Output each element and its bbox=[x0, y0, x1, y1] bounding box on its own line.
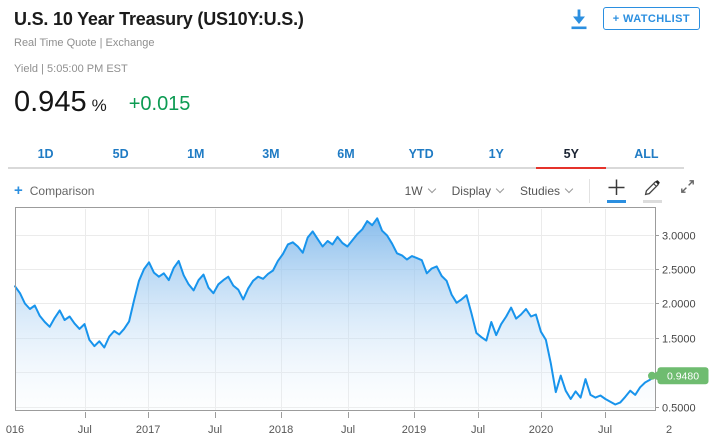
tab-6m[interactable]: 6M bbox=[308, 143, 383, 167]
fullscreen-button[interactable] bbox=[679, 178, 696, 203]
chevron-down-icon bbox=[495, 184, 505, 194]
price-row: 0.945 % +0.015 bbox=[14, 88, 190, 117]
draw-tool-button[interactable] bbox=[643, 178, 662, 203]
svg-text:Jul: Jul bbox=[78, 424, 92, 436]
svg-text:016: 016 bbox=[6, 424, 24, 436]
svg-text:0.5000: 0.5000 bbox=[662, 403, 696, 415]
plot-border bbox=[15, 207, 656, 411]
x-axis: 016 Jul 2017 Jul 2018 Jul 2019 Jul 2020 Jul 2 bbox=[6, 412, 672, 436]
quote-timestamp: Yield | 5:05:00 PM EST bbox=[14, 63, 128, 75]
toolbar-right: 1W Display Studies bbox=[405, 178, 696, 203]
tab-label: ALL bbox=[634, 147, 659, 161]
tab-5y[interactable]: 5Y bbox=[534, 143, 609, 169]
tab-label: 3M bbox=[262, 147, 280, 161]
display-label: Display bbox=[451, 183, 491, 198]
svg-text:2.0000: 2.0000 bbox=[662, 299, 696, 311]
svg-text:2.5000: 2.5000 bbox=[662, 265, 696, 277]
tab-label: 1Y bbox=[488, 147, 504, 161]
tab-ytd[interactable]: YTD bbox=[384, 143, 459, 167]
current-price-badge: 0.9480 bbox=[648, 367, 709, 385]
chart-area[interactable]: 3.0000 2.5000 2.0000 1.5000 0.5000 016 Jul 2017… bbox=[0, 207, 710, 446]
svg-text:1.5000: 1.5000 bbox=[662, 334, 696, 346]
tab-label: YTD bbox=[408, 147, 434, 161]
tab-5d[interactable]: 5D bbox=[83, 143, 158, 167]
svg-text:2019: 2019 bbox=[402, 424, 426, 436]
display-dropdown[interactable]: Display bbox=[451, 183, 505, 198]
tab-label: 5D bbox=[112, 147, 129, 161]
add-watchlist-button[interactable]: + WATCHLIST bbox=[602, 7, 700, 30]
tab-1y[interactable]: 1Y bbox=[459, 143, 534, 167]
svg-text:2020: 2020 bbox=[529, 424, 553, 436]
studies-label: Studies bbox=[519, 183, 560, 198]
plus-icon: + bbox=[14, 182, 23, 199]
svg-text:0.9480: 0.9480 bbox=[667, 371, 699, 383]
tab-all[interactable]: ALL bbox=[609, 143, 684, 167]
crosshair-icon bbox=[608, 179, 625, 195]
svg-text:Jul: Jul bbox=[598, 424, 612, 436]
price-unit: % bbox=[91, 96, 107, 115]
svg-text:Jul: Jul bbox=[471, 424, 485, 436]
svg-text:Jul: Jul bbox=[208, 424, 222, 436]
tab-label: 1D bbox=[37, 147, 54, 161]
chevron-down-icon bbox=[564, 184, 574, 194]
tab-3m[interactable]: 3M bbox=[233, 143, 308, 167]
chevron-down-icon bbox=[427, 184, 436, 194]
page-title: U.S. 10 Year Treasury (US10Y:U.S.) bbox=[14, 9, 304, 29]
interval-dropdown[interactable]: 1W bbox=[404, 183, 436, 198]
price-chart-svg[interactable]: 3.0000 2.5000 2.0000 1.5000 0.5000 016 Jul 2017… bbox=[0, 207, 710, 446]
tab-label: 6M bbox=[337, 147, 355, 161]
toolbar-divider bbox=[589, 178, 590, 203]
chart-toolbar: + Comparison 1W Display Studies bbox=[14, 177, 696, 204]
y-axis: 3.0000 2.5000 2.0000 1.5000 0.5000 bbox=[655, 231, 696, 415]
price-change: +0.015 bbox=[128, 93, 191, 115]
price-line bbox=[14, 217, 656, 406]
svg-text:3.0000: 3.0000 bbox=[662, 231, 696, 243]
price-value: 0.945 bbox=[14, 86, 87, 118]
expand-icon bbox=[681, 180, 694, 193]
studies-dropdown[interactable]: Studies bbox=[519, 183, 574, 198]
svg-text:2: 2 bbox=[666, 424, 672, 436]
comparison-button[interactable]: + Comparison bbox=[14, 183, 94, 198]
tab-1d[interactable]: 1D bbox=[8, 143, 83, 167]
interval-label: 1W bbox=[404, 183, 423, 198]
tab-label: 1M bbox=[187, 147, 205, 161]
svg-text:Jul: Jul bbox=[341, 424, 355, 436]
comparison-label: Comparison bbox=[29, 183, 95, 198]
time-range-tabs: 1D 5D 1M 3M 6M YTD 1Y 5Y ALL bbox=[8, 143, 684, 169]
header-actions: + WATCHLIST bbox=[567, 7, 700, 33]
tab-label: 5Y bbox=[563, 147, 579, 161]
download-icon bbox=[571, 9, 587, 30]
svg-text:2018: 2018 bbox=[269, 424, 293, 436]
pencil-icon bbox=[644, 180, 660, 196]
selected-tab-underline bbox=[536, 167, 607, 169]
quote-source: Real Time Quote | Exchange bbox=[14, 37, 155, 49]
crosshair-tool-button[interactable] bbox=[607, 178, 626, 203]
svg-text:2017: 2017 bbox=[136, 424, 160, 436]
tab-1m[interactable]: 1M bbox=[158, 143, 233, 167]
download-button[interactable] bbox=[567, 7, 591, 33]
